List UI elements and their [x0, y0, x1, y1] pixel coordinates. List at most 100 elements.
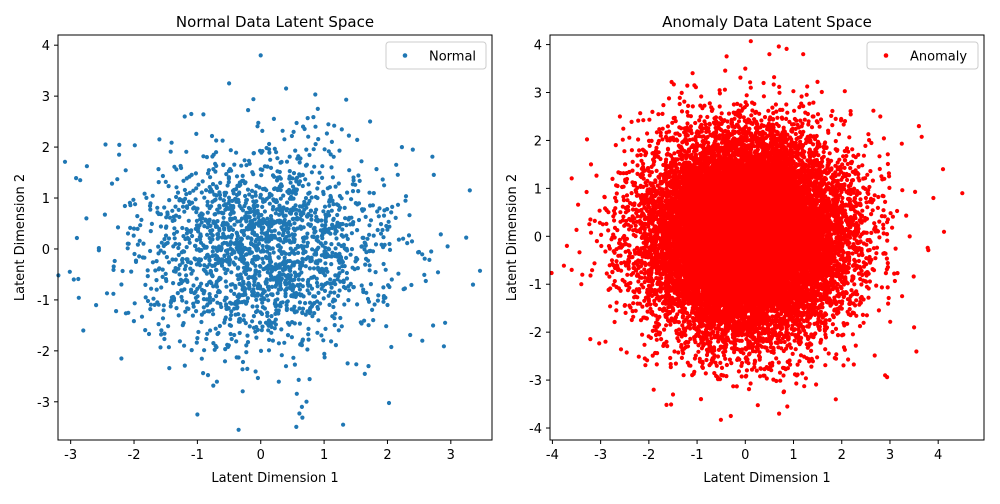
normal-data-point: [278, 237, 282, 241]
normal-data-point: [208, 175, 212, 179]
normal-data-point: [134, 259, 138, 263]
normal-data-point: [329, 339, 333, 343]
normal-data-point: [366, 297, 370, 301]
normal-data-point: [310, 170, 314, 174]
normal-data-point: [238, 282, 242, 286]
normal-data-point: [315, 299, 319, 303]
normal-data-point: [205, 155, 209, 159]
normal-data-point: [180, 226, 184, 230]
normal-data-point: [237, 428, 241, 432]
normal-data-point: [263, 187, 267, 191]
normal-data-point: [297, 378, 301, 382]
normal-data-point: [387, 220, 391, 224]
normal-data-point: [289, 181, 293, 185]
normal-x-tick-label: -2: [128, 448, 141, 463]
normal-data-point: [288, 169, 292, 173]
normal-data-point: [167, 198, 171, 202]
normal-data-point: [330, 286, 334, 290]
normal-data-point: [72, 277, 76, 281]
normal-data-point: [200, 190, 204, 194]
normal-data-point: [270, 229, 274, 233]
normal-data-point: [329, 165, 333, 169]
normal-data-point: [141, 242, 145, 246]
normal-data-point: [306, 202, 310, 206]
normal-data-point: [222, 267, 226, 271]
normal-data-point: [155, 288, 159, 292]
normal-data-point: [274, 262, 278, 266]
normal-data-point: [230, 233, 234, 237]
normal-data-point: [229, 313, 233, 317]
normal-data-point: [295, 121, 299, 125]
normal-data-point: [181, 279, 185, 283]
normal-data-point: [232, 292, 236, 296]
normal-data-point: [266, 298, 270, 302]
normal-data-point: [283, 218, 287, 222]
normal-data-point: [181, 205, 185, 209]
normal-data-point: [316, 284, 320, 288]
normal-data-point: [178, 339, 182, 343]
normal-data-point: [417, 250, 421, 254]
normal-data-point: [259, 151, 263, 155]
normal-data-point: [295, 392, 299, 396]
normal-data-point: [115, 177, 119, 181]
normal-data-point: [351, 182, 355, 186]
normal-data-point: [384, 268, 388, 272]
normal-data-point: [150, 222, 154, 226]
normal-data-point: [275, 207, 279, 211]
normal-data-point: [161, 268, 165, 272]
normal-data-point: [328, 232, 332, 236]
normal-data-point: [246, 340, 250, 344]
normal-data-point: [238, 204, 242, 208]
normal-data-point: [248, 249, 252, 253]
normal-data-point: [223, 318, 227, 322]
normal-data-point: [206, 309, 210, 313]
normal-legend-label: Normal: [429, 50, 476, 65]
normal-data-point: [184, 150, 188, 154]
normal-data-point: [210, 134, 214, 138]
normal-data-point: [235, 231, 239, 235]
normal-data-point: [202, 348, 206, 352]
normal-data-point: [268, 320, 272, 324]
normal-data-point: [257, 185, 261, 189]
normal-data-point: [119, 282, 123, 286]
normal-data-point: [215, 332, 219, 336]
normal-data-point: [340, 127, 344, 131]
normal-data-point: [226, 307, 230, 311]
normal-data-point: [199, 320, 203, 324]
normal-data-point: [242, 247, 246, 251]
normal-data-point: [195, 262, 199, 266]
normal-data-point: [260, 325, 264, 329]
normal-data-point: [404, 194, 408, 198]
normal-data-point: [244, 253, 248, 257]
normal-data-point: [176, 191, 180, 195]
normal-data-point: [260, 328, 264, 332]
normal-data-point: [132, 227, 136, 231]
normal-data-point: [326, 210, 330, 214]
normal-data-point: [229, 289, 233, 293]
normal-data-point: [283, 294, 287, 298]
normal-data-point: [468, 188, 472, 192]
normal-data-point: [287, 323, 291, 327]
normal-data-point: [242, 282, 246, 286]
normal-data-point: [164, 277, 168, 281]
normal-data-point: [184, 300, 188, 304]
normal-data-point: [246, 215, 250, 219]
normal-data-point: [190, 201, 194, 205]
normal-data-point: [169, 150, 173, 154]
normal-data-point: [188, 241, 192, 245]
normal-data-point: [348, 222, 352, 226]
normal-data-point: [263, 232, 267, 236]
normal-data-point: [162, 237, 166, 241]
normal-data-point: [155, 206, 159, 210]
normal-data-point: [239, 164, 243, 168]
normal-data-point: [185, 278, 189, 282]
normal-data-point: [380, 228, 384, 232]
normal-data-point: [238, 183, 242, 187]
normal-data-point: [273, 326, 277, 330]
anomaly-data-point: [840, 333, 844, 337]
normal-data-point: [215, 232, 219, 236]
normal-data-point: [228, 317, 232, 321]
normal-data-point: [325, 131, 329, 135]
normal-data-point: [337, 149, 341, 153]
